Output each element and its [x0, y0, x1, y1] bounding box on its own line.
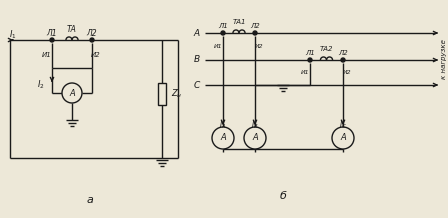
Text: И2: И2 [91, 52, 101, 58]
Text: Л1: Л1 [305, 50, 315, 56]
Circle shape [244, 127, 266, 149]
Circle shape [332, 127, 354, 149]
Circle shape [341, 58, 345, 62]
Text: $I_B$: $I_B$ [251, 119, 259, 131]
Circle shape [50, 38, 54, 42]
Text: ТА: ТА [67, 26, 77, 34]
Text: Л2: Л2 [338, 50, 348, 56]
Text: И1: И1 [301, 70, 309, 75]
Circle shape [212, 127, 234, 149]
Text: A: A [220, 133, 226, 143]
Circle shape [221, 31, 225, 35]
Text: И2: И2 [343, 70, 351, 75]
Text: Л2: Л2 [250, 23, 260, 29]
Text: $I_C$: $I_C$ [339, 119, 347, 131]
Text: И1: И1 [214, 44, 222, 48]
Bar [158, 83, 166, 105]
Text: A: A [194, 29, 200, 37]
Text: Л1: Л1 [47, 29, 57, 37]
Text: Л2: Л2 [86, 29, 97, 37]
Circle shape [90, 38, 94, 42]
Text: И2: И2 [254, 44, 263, 48]
Text: a: a [86, 195, 94, 205]
Text: ТА2: ТА2 [320, 46, 333, 52]
Circle shape [308, 58, 312, 62]
Text: $I_2$: $I_2$ [37, 79, 45, 91]
Text: A: A [340, 133, 346, 143]
Text: б: б [280, 191, 286, 201]
Text: к нагрузке: к нагрузке [441, 39, 447, 79]
Text: B: B [194, 56, 200, 65]
Text: Л1: Л1 [218, 23, 228, 29]
Text: ТА1: ТА1 [232, 19, 246, 25]
Text: A: A [252, 133, 258, 143]
Text: $I_1$: $I_1$ [9, 29, 17, 41]
Circle shape [62, 83, 82, 103]
Text: $Z_н$: $Z_н$ [171, 88, 182, 100]
Text: C: C [194, 80, 200, 90]
Circle shape [253, 31, 257, 35]
Text: $I_A$: $I_A$ [219, 119, 227, 131]
Text: И1: И1 [42, 52, 52, 58]
Text: A: A [69, 89, 75, 97]
